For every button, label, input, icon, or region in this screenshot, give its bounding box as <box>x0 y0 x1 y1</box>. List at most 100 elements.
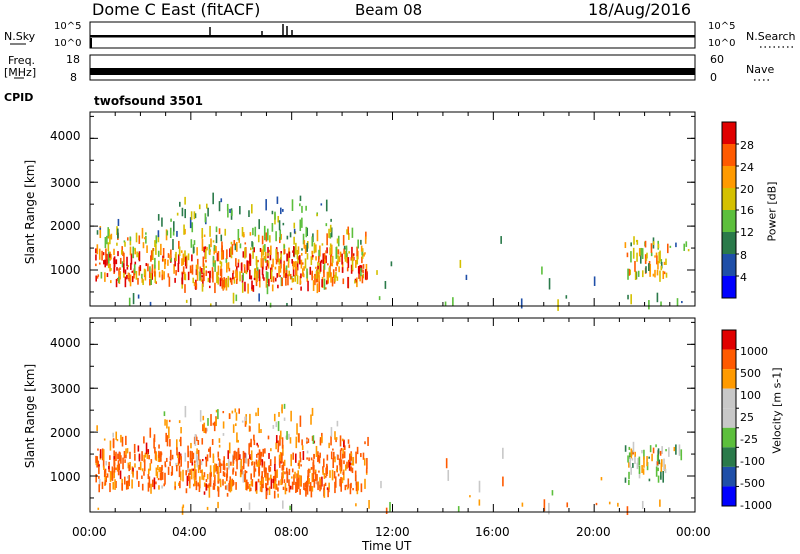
velocity-echo <box>643 449 645 460</box>
velocity-echo <box>108 466 110 470</box>
power-echo <box>654 255 656 258</box>
power-echo <box>687 249 690 252</box>
velocity-echo <box>239 472 242 478</box>
velocity-echo <box>251 461 253 466</box>
power-echo <box>261 266 264 276</box>
velocity-echo <box>217 480 220 484</box>
velocity-echo <box>202 424 204 432</box>
power-echo <box>194 213 197 219</box>
velocity-echo <box>322 469 324 475</box>
power-echo <box>262 258 264 270</box>
velocity-echo <box>148 476 151 488</box>
velocity-echo <box>651 453 653 462</box>
velocity-echo <box>269 466 272 472</box>
velocity-echo <box>232 424 235 433</box>
velocity-echo <box>109 470 112 482</box>
power-echo <box>205 270 208 277</box>
power-echo <box>130 262 132 270</box>
power-echo <box>323 278 326 290</box>
power-echo <box>312 280 315 291</box>
power-echo <box>181 280 183 289</box>
velocity-echo <box>133 443 136 454</box>
velocity-cbar-25: 25 <box>740 411 754 424</box>
velocity-echo <box>256 464 258 467</box>
velocity-echo <box>213 421 216 432</box>
power-echo <box>641 270 644 278</box>
power-echo <box>324 254 326 264</box>
power-ylabel: Slant Range [km] <box>23 159 37 265</box>
velocity-echo <box>202 475 205 481</box>
power-echo <box>282 222 285 226</box>
power-echo <box>321 243 324 246</box>
velocity-echo <box>96 456 99 468</box>
power-echo <box>656 292 659 303</box>
velocity-echo <box>179 453 182 459</box>
velocity-echo <box>656 461 659 466</box>
power-echo <box>154 271 157 283</box>
nsearch-tick-top: 10^5 <box>708 21 736 32</box>
velocity-colorbar-segment <box>722 388 736 409</box>
velocity-echo <box>385 507 388 515</box>
power-echo <box>242 251 245 258</box>
velocity-echo <box>155 451 158 461</box>
power-echo <box>184 208 187 219</box>
power-echo <box>167 253 170 258</box>
power-echo <box>262 274 264 279</box>
velocity-echo <box>350 452 353 457</box>
velocity-echo <box>169 461 171 467</box>
velocity-echo <box>268 477 270 481</box>
velocity-echo <box>128 464 130 472</box>
power-echo <box>325 250 327 254</box>
power-echo <box>227 262 230 269</box>
power-echo <box>658 251 660 264</box>
power-echo <box>593 276 596 286</box>
velocity-echo <box>339 435 342 447</box>
power-echo <box>241 282 244 293</box>
velocity-echo <box>195 451 198 463</box>
power-echo <box>300 259 303 269</box>
power-echo <box>685 241 688 247</box>
velocity-echo <box>157 465 159 471</box>
power-echo <box>364 269 367 280</box>
power-echo <box>217 251 220 262</box>
power-echo <box>319 245 321 257</box>
power-echo <box>253 277 256 280</box>
velocity-echo <box>208 483 211 489</box>
power-echo <box>650 243 653 253</box>
velocity-echo <box>235 412 238 421</box>
power-echo <box>338 256 341 263</box>
power-cbar-12: 12 <box>740 226 754 239</box>
power-echo <box>121 261 124 268</box>
nsky-label: N.Sky <box>4 30 36 43</box>
velocity-echo <box>190 442 192 449</box>
power-echo <box>202 279 204 287</box>
power-echo <box>300 273 302 279</box>
power-echo <box>201 275 203 278</box>
velocity-echo <box>624 445 627 452</box>
power-echo <box>217 265 220 276</box>
velocity-echo <box>197 440 200 445</box>
velocity-echo <box>311 435 314 441</box>
velocity-echo <box>323 458 325 468</box>
velocity-echo <box>267 488 269 491</box>
velocity-echo <box>224 485 227 490</box>
power-echo <box>215 246 217 253</box>
velocity-echo <box>630 466 632 475</box>
velocity-echo <box>185 470 187 476</box>
velocity-echo <box>210 471 212 477</box>
power-echo <box>193 211 196 220</box>
power-echo <box>285 273 287 279</box>
velocity-echo <box>301 439 303 446</box>
velocity-echo <box>663 458 665 471</box>
power-echo <box>328 228 330 238</box>
power-echo <box>268 278 270 287</box>
power-echo <box>339 251 342 258</box>
power-echo <box>150 273 152 285</box>
velocity-echo <box>260 451 263 457</box>
power-echo <box>96 230 99 235</box>
velocity-echo <box>247 458 250 464</box>
velocity-echo <box>112 432 114 438</box>
power-echo <box>214 282 216 294</box>
power-echo <box>166 230 169 236</box>
power-echo <box>167 259 169 266</box>
